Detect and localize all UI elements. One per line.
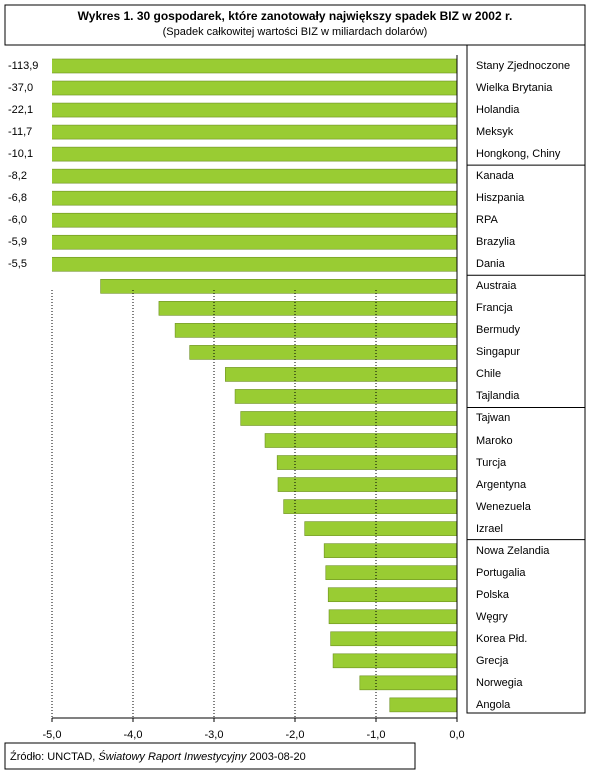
source: Źródło: UNCTAD, Światowy Raport Inwestyc… — [10, 750, 306, 763]
category-label: Meksyk — [476, 126, 514, 139]
x-tick-label: -3,0 — [205, 729, 224, 741]
x-tick-label: -4,0 — [124, 729, 143, 741]
category-label: Kanada — [476, 170, 514, 183]
chart-title: Wykres 1. 30 gospodarek, które zanotował… — [78, 9, 513, 23]
bar — [52, 146, 458, 162]
category-label: Portugalia — [476, 566, 526, 579]
bar — [52, 168, 458, 184]
value-label: -8,2 — [8, 170, 27, 182]
category-label: Polska — [476, 588, 510, 601]
value-label: -22,1 — [8, 104, 33, 116]
category-label: Tajlandia — [476, 390, 520, 403]
category-label: Chile — [476, 368, 502, 381]
bar — [52, 124, 458, 140]
bar — [325, 565, 458, 580]
category-label: Argentyna — [476, 478, 527, 491]
category-label: RPA — [476, 214, 498, 227]
bar — [189, 345, 458, 360]
category-label: Tajwan — [476, 412, 511, 425]
category-label: Wielka Brytania — [476, 82, 553, 95]
bar — [276, 455, 458, 470]
category-label: Wenezuela — [476, 500, 531, 513]
x-tick-label: -1,0 — [367, 729, 386, 741]
bar — [359, 675, 458, 691]
bar — [52, 256, 458, 272]
category-label: Stany Zjednoczone — [476, 60, 571, 72]
category-label: Grecja — [476, 654, 509, 667]
value-label: -37,0 — [8, 82, 33, 94]
bar — [52, 234, 458, 250]
value-label: -5,9 — [8, 236, 27, 248]
value-label: -10,1 — [8, 148, 33, 160]
category-label: Hiszpania — [476, 192, 525, 205]
bar — [330, 631, 458, 647]
bar — [277, 477, 458, 492]
category-label: Izrael — [476, 522, 503, 535]
bar — [328, 609, 458, 625]
category-label: Węgry — [476, 610, 508, 623]
category-label: Hongkong, Chiny — [476, 148, 561, 161]
category-label: Nowa Zelandia — [476, 544, 550, 557]
bar — [332, 653, 458, 669]
x-tick-label: -2,0 — [286, 729, 305, 741]
bar — [52, 212, 458, 228]
bar — [323, 543, 458, 558]
category-label: Holandia — [476, 104, 520, 117]
source-box — [4, 742, 416, 770]
x-tick-label: 0,0 — [449, 729, 464, 741]
category-label: Norwegia — [476, 676, 523, 689]
bar — [389, 697, 458, 713]
bar — [283, 499, 458, 514]
category-label: Angola — [476, 698, 511, 711]
category-label: Dania — [476, 258, 505, 271]
bar — [52, 190, 458, 206]
category-label: Francja — [476, 302, 513, 315]
bar — [264, 433, 458, 448]
category-label: Korea Płd. — [476, 632, 528, 645]
x-tick-label: -5,0 — [43, 729, 62, 741]
category-label: Brazylia — [476, 236, 516, 249]
value-label: -113,9 — [8, 60, 38, 72]
category-label: Maroko — [476, 434, 513, 447]
bar — [304, 521, 458, 536]
bar — [327, 587, 458, 603]
bar — [234, 389, 458, 404]
value-label: -11,7 — [8, 126, 32, 138]
bar — [52, 80, 458, 96]
category-label: Turcja — [476, 456, 507, 469]
value-label: -6,8 — [8, 192, 27, 204]
chart-subtitle: (Spadek całkowitej wartości BIZ w miliar… — [163, 26, 428, 38]
category-label: Singapur — [476, 346, 521, 359]
bar — [225, 367, 458, 382]
bar — [158, 301, 458, 316]
label-panel — [466, 44, 586, 714]
category-label: Bermudy — [476, 324, 521, 337]
title-box — [4, 4, 586, 46]
bar — [52, 102, 458, 118]
bar — [240, 411, 458, 426]
value-label: -5,5 — [8, 258, 27, 270]
category-label: Austraia — [476, 280, 517, 293]
value-label: -6,0 — [8, 214, 27, 226]
bar — [174, 323, 458, 338]
bar — [100, 278, 458, 294]
bar — [52, 58, 458, 74]
